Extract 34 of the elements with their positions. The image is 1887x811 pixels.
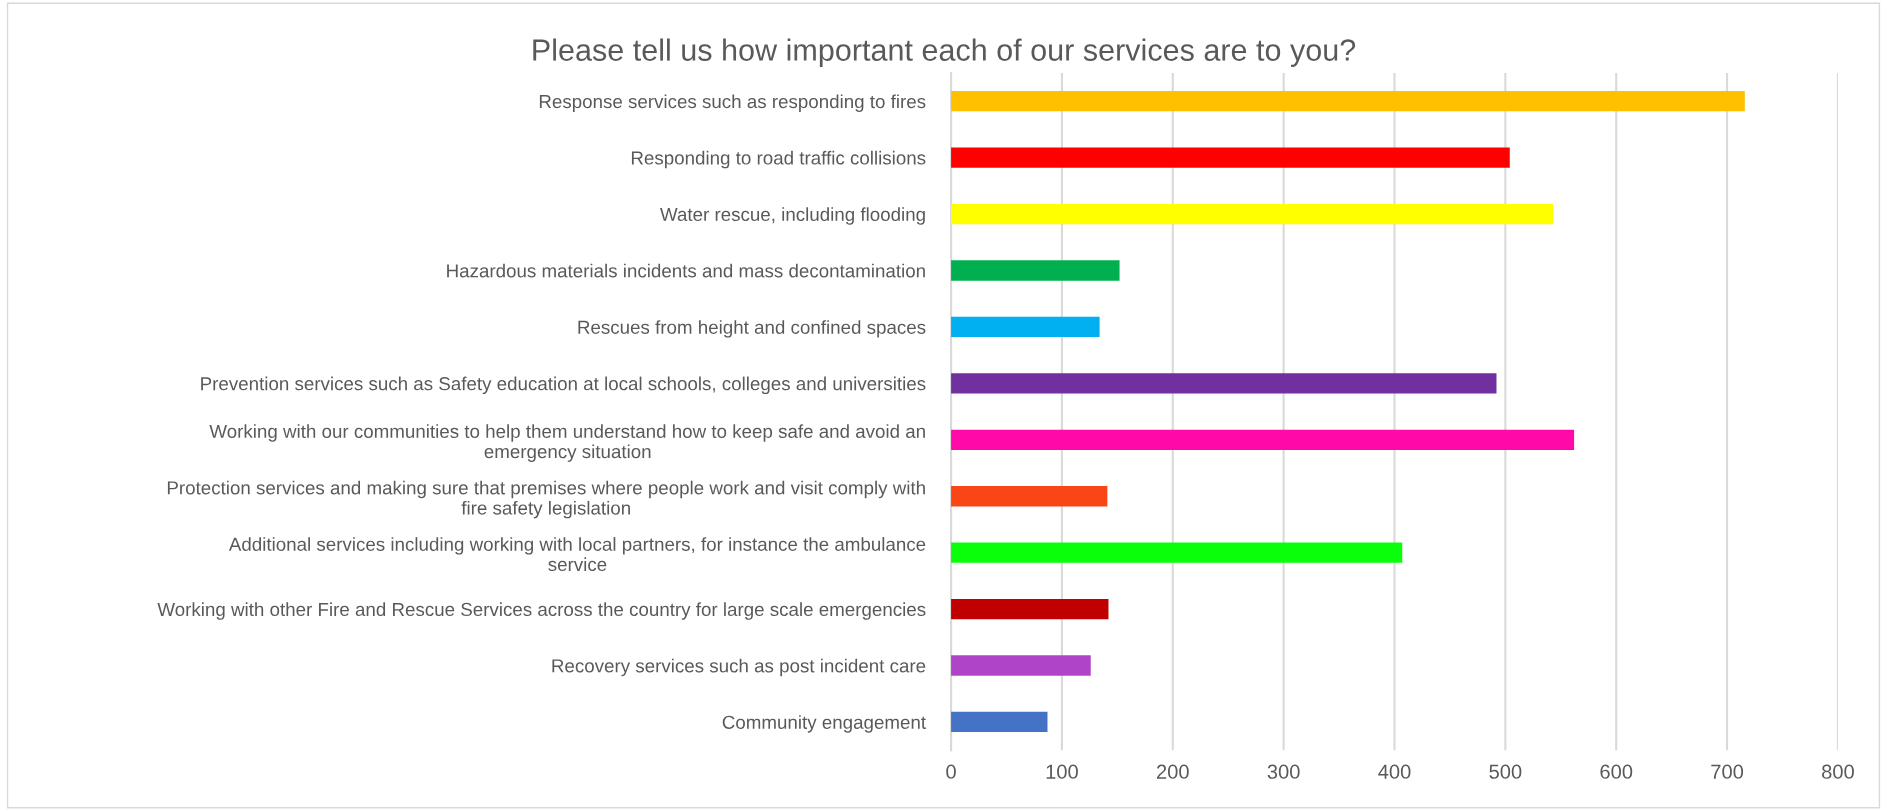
bar bbox=[951, 316, 1100, 338]
x-tick-label: 600 bbox=[1600, 764, 1633, 779]
bar bbox=[951, 542, 1403, 563]
bar bbox=[951, 373, 1497, 394]
y-tick-label: Working with other Fire and Rescue Services across the country for large scale emergencies bbox=[157, 602, 926, 620]
x-tick-label: 300 bbox=[1267, 764, 1300, 779]
x-tick-label: 500 bbox=[1489, 764, 1522, 779]
bar bbox=[951, 429, 1575, 450]
x-tick-label: 700 bbox=[1711, 764, 1744, 779]
y-tick-label: Community engagement bbox=[722, 715, 926, 733]
bar bbox=[951, 147, 1510, 168]
x-tick-label: 0 bbox=[946, 764, 956, 779]
x-tick-label: 800 bbox=[1822, 764, 1854, 779]
bar bbox=[951, 91, 1745, 112]
y-tick-label: Prevention services such as Safety education at local schools, colleges and universities bbox=[201, 376, 926, 395]
y-tick-label: Protection services and making sure that premises where people work and visit comply with fire safety legislation bbox=[167, 480, 925, 519]
bar bbox=[951, 711, 1048, 733]
bar bbox=[951, 655, 1091, 676]
bar bbox=[951, 598, 1109, 620]
y-tick-label: Recovery services such as post incident care bbox=[552, 658, 926, 677]
x-tick-label: 100 bbox=[1046, 764, 1078, 779]
chart-title: Please tell us how important each of our services are to you? bbox=[533, 38, 1356, 67]
x-tick-label: 200 bbox=[1156, 764, 1189, 779]
y-tick-label: Additional services including working with local partners, for instance the ambulance service bbox=[228, 537, 926, 572]
y-tick-label: Water rescue, including flooding bbox=[660, 207, 925, 225]
bar bbox=[951, 260, 1120, 281]
x-tick-label: 400 bbox=[1378, 764, 1411, 779]
y-tick-label: Rescues from height and confined spaces bbox=[578, 320, 926, 338]
bar bbox=[951, 203, 1554, 225]
y-tick-label: Response services such as responding to fires bbox=[539, 94, 926, 112]
y-tick-label: Hazardous materials incidents and mass decontamination bbox=[447, 263, 925, 278]
y-tick-label: Responding to road traffic collisions bbox=[631, 150, 926, 169]
bar bbox=[951, 486, 1108, 507]
y-tick-label: Working with our communities to help them understand how to keep safe and avoid an emergency situation bbox=[209, 424, 925, 462]
